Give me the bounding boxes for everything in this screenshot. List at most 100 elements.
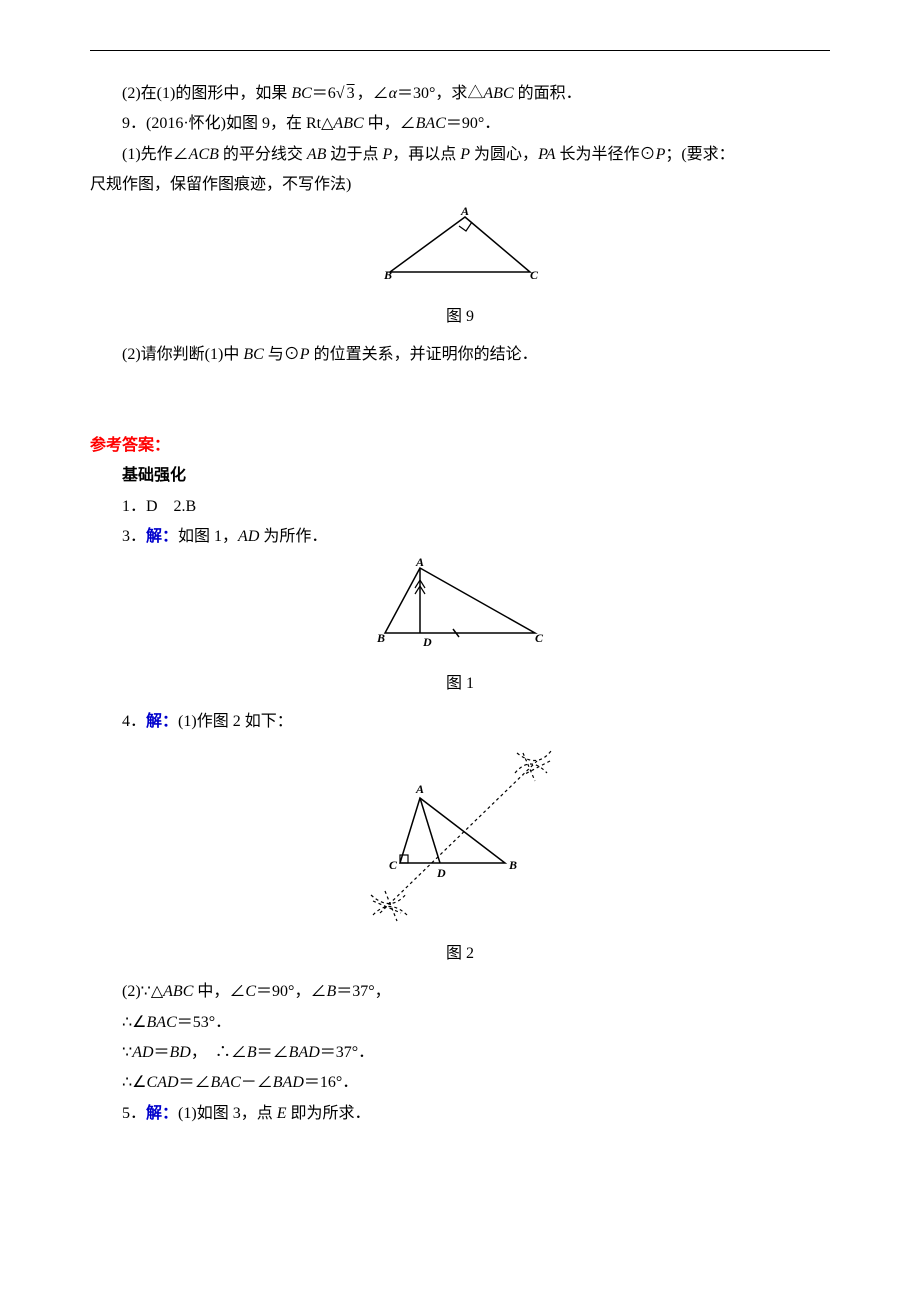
var-ab: AB xyxy=(307,146,327,163)
figure-9: A B C xyxy=(90,207,830,298)
var-b: B xyxy=(326,983,336,1000)
figure-2: A B C D xyxy=(90,743,830,934)
text: ＝37°． xyxy=(320,1044,374,1061)
spacer xyxy=(90,371,830,431)
var-b: B xyxy=(247,1044,257,1061)
label-d: D xyxy=(436,866,446,880)
text: ∵ xyxy=(122,1044,132,1061)
answers-heading: 参考答案： xyxy=(90,431,830,461)
problem-9: 9．(2016·怀化)如图 9，在 Rt△ABC 中，∠BAC＝90°． xyxy=(90,109,830,139)
text: (1)先作∠ xyxy=(122,146,189,163)
answer-3: 3．解：如图 1，AD 为所作． xyxy=(90,522,830,552)
text: 长为半径作⊙ xyxy=(556,146,656,163)
var-bac: BAC xyxy=(147,1014,177,1031)
solution-label: 解： xyxy=(146,1105,178,1122)
var-ad: AD xyxy=(132,1044,153,1061)
label-b: B xyxy=(383,268,392,282)
var-ad: AD xyxy=(238,528,259,545)
text: ＝6 xyxy=(312,85,336,102)
label-a: A xyxy=(460,207,469,218)
text: (1)如图 3，点 xyxy=(178,1105,277,1122)
label-a: A xyxy=(415,782,424,796)
text: (2)∵△ xyxy=(122,983,163,1000)
answer-4: 4．解：(1)作图 2 如下： xyxy=(90,707,830,737)
var-bad: BAD xyxy=(289,1044,320,1061)
var-p: P xyxy=(656,146,666,163)
text: ；(要求： xyxy=(665,146,734,163)
figure-9-svg: A B C xyxy=(380,207,540,287)
var-pa: PA xyxy=(538,146,555,163)
figure-1-svg: A B C D xyxy=(375,558,545,653)
text: ＝∠ xyxy=(257,1044,289,1061)
text: 中，∠ xyxy=(364,115,416,132)
step-2: ∴∠BAC＝53°． xyxy=(90,1008,830,1038)
text: 与⊙ xyxy=(264,346,300,363)
var-cad: CAD xyxy=(147,1074,179,1091)
label-d: D xyxy=(422,635,432,649)
text: 为所作． xyxy=(259,528,327,545)
solution-label: 解： xyxy=(146,528,178,545)
text: (1)作图 2 如下： xyxy=(178,713,293,730)
figure-2-caption: 图 2 xyxy=(90,939,830,969)
text: 4． xyxy=(122,713,146,730)
page-top-rule xyxy=(90,50,830,51)
var-p: P xyxy=(382,146,392,163)
text: ∴∠ xyxy=(122,1014,147,1031)
text: ＝37°， xyxy=(336,983,390,1000)
text: 3． xyxy=(122,528,146,545)
text: ＝53°． xyxy=(177,1014,231,1031)
text: (2)在(1)的图形中，如果 xyxy=(122,85,291,102)
var-bad: BAD xyxy=(273,1074,304,1091)
answer-5: 5．解：(1)如图 3，点 E 即为所求． xyxy=(90,1099,830,1129)
var-p: P xyxy=(300,346,310,363)
text: ＝ xyxy=(154,1044,170,1061)
text: 的面积． xyxy=(514,85,582,102)
label-b: B xyxy=(376,631,385,645)
text: 5． xyxy=(122,1105,146,1122)
var-bac: BAC xyxy=(211,1074,241,1091)
var-bd: BD xyxy=(170,1044,191,1061)
step-4: ∴∠CAD＝∠BAC－∠BAD＝16°． xyxy=(90,1068,830,1098)
figure-1-caption: 图 1 xyxy=(90,669,830,699)
section-basic: 基础强化 xyxy=(90,461,830,491)
text: 边于点 xyxy=(326,146,382,163)
var-abc: ABC xyxy=(163,983,193,1000)
answer-1-2: 1．D 2.B xyxy=(90,492,830,522)
text: －∠ xyxy=(241,1074,273,1091)
text: ＝90°． xyxy=(446,115,500,132)
label-b: B xyxy=(508,858,517,872)
text: 为圆心， xyxy=(470,146,538,163)
var-abc: ABC xyxy=(333,115,363,132)
var-p: P xyxy=(460,146,470,163)
text: ，再以点 xyxy=(392,146,460,163)
var-acb: ACB xyxy=(189,146,219,163)
text: 的平分线交 xyxy=(219,146,307,163)
var-bc: BC xyxy=(243,346,263,363)
text: 的位置关系，并证明你的结论． xyxy=(310,346,538,363)
label-c: C xyxy=(389,858,398,872)
problem-9-1: (1)先作∠ACB 的平分线交 AB 边于点 P，再以点 P 为圆心，PA 长为… xyxy=(90,140,830,170)
text: 即为所求． xyxy=(286,1105,370,1122)
text: ∴∠ xyxy=(122,1074,147,1091)
text: 如图 1， xyxy=(178,528,238,545)
figure-9-caption: 图 9 xyxy=(90,302,830,332)
label-c: C xyxy=(535,631,544,645)
problem-9-1b: 尺规作图，保留作图痕迹，不写作法) xyxy=(90,170,830,200)
step-3: ∵AD＝BD， ∴∠B＝∠BAD＝37°． xyxy=(90,1038,830,1068)
text: ＝90°，∠ xyxy=(256,983,326,1000)
text: ，∠ xyxy=(357,85,389,102)
text: ， ∴∠ xyxy=(191,1044,247,1061)
var-alpha: α xyxy=(389,85,397,102)
step-1: (2)∵△ABC 中，∠C＝90°，∠B＝37°， xyxy=(90,977,830,1007)
var-c: C xyxy=(245,983,256,1000)
label-a: A xyxy=(415,558,424,569)
text: 中，∠ xyxy=(193,983,245,1000)
solution-label: 解： xyxy=(146,713,178,730)
label-c: C xyxy=(530,268,539,282)
figure-1: A B C D xyxy=(90,558,830,664)
var-abc: ABC xyxy=(483,85,513,102)
text: ＝∠ xyxy=(179,1074,211,1091)
text: ＝16°． xyxy=(304,1074,358,1091)
figure-2-svg: A B C D xyxy=(365,743,555,923)
text: 9．(2016·怀化)如图 9，在 Rt△ xyxy=(122,115,333,132)
